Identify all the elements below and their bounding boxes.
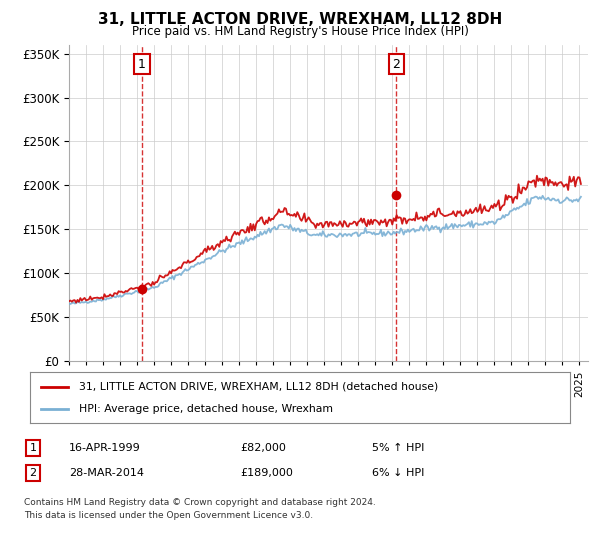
Text: HPI: Average price, detached house, Wrexham: HPI: Average price, detached house, Wrex… <box>79 404 332 414</box>
Text: 1: 1 <box>29 443 37 453</box>
Text: 6% ↓ HPI: 6% ↓ HPI <box>372 468 424 478</box>
Text: 16-APR-1999: 16-APR-1999 <box>69 443 141 453</box>
Text: £189,000: £189,000 <box>240 468 293 478</box>
Text: 28-MAR-2014: 28-MAR-2014 <box>69 468 144 478</box>
Text: 31, LITTLE ACTON DRIVE, WREXHAM, LL12 8DH (detached house): 31, LITTLE ACTON DRIVE, WREXHAM, LL12 8D… <box>79 381 438 391</box>
Text: £82,000: £82,000 <box>240 443 286 453</box>
Text: Contains HM Land Registry data © Crown copyright and database right 2024.: Contains HM Land Registry data © Crown c… <box>24 498 376 507</box>
Text: 2: 2 <box>392 58 400 71</box>
Text: 31, LITTLE ACTON DRIVE, WREXHAM, LL12 8DH: 31, LITTLE ACTON DRIVE, WREXHAM, LL12 8D… <box>98 12 502 27</box>
Text: 5% ↑ HPI: 5% ↑ HPI <box>372 443 424 453</box>
Text: 1: 1 <box>138 58 146 71</box>
Text: Price paid vs. HM Land Registry's House Price Index (HPI): Price paid vs. HM Land Registry's House … <box>131 25 469 38</box>
Text: 2: 2 <box>29 468 37 478</box>
Text: This data is licensed under the Open Government Licence v3.0.: This data is licensed under the Open Gov… <box>24 511 313 520</box>
